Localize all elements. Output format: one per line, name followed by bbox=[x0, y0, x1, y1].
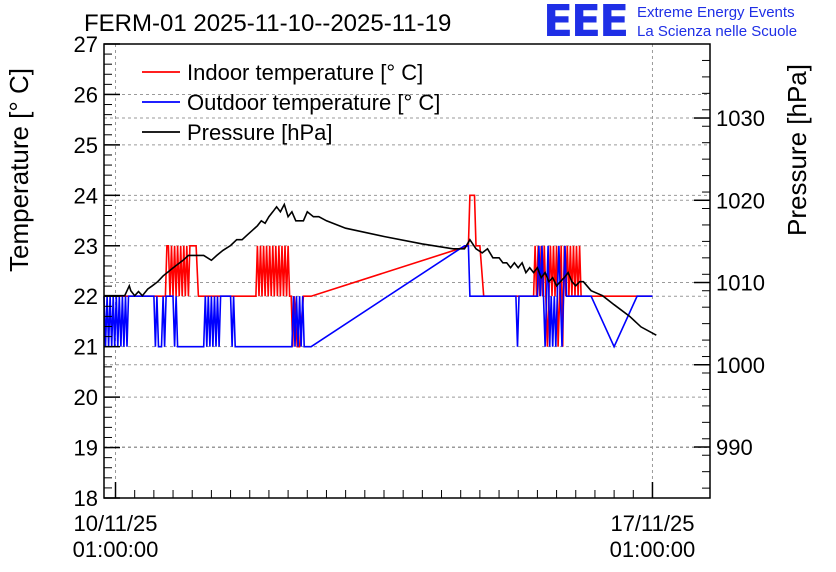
y-axis-label-pressure: Pressure [hPa] bbox=[782, 64, 812, 236]
y2-tick-label: 1020 bbox=[716, 188, 765, 213]
plot-frame bbox=[103, 43, 711, 499]
legend: Indoor temperature [° C] Outdoor temperat… bbox=[142, 60, 440, 145]
y-tick-label: 20 bbox=[74, 385, 98, 410]
series-line-pressure bbox=[104, 202, 657, 336]
x-tick-label-time: 01:00:00 bbox=[610, 537, 696, 562]
y-tick-label: 22 bbox=[74, 284, 98, 309]
y-tick-label: 19 bbox=[74, 436, 98, 461]
x-tick-label-date: 17/11/25 bbox=[610, 511, 694, 536]
y-tick-label: 23 bbox=[74, 234, 98, 259]
y2-tick-label: 1030 bbox=[716, 106, 765, 131]
y2-tick-label: 1000 bbox=[716, 353, 765, 378]
y-tick-label: 21 bbox=[74, 335, 98, 360]
logo-text-line-1: Extreme Energy Events bbox=[637, 4, 795, 21]
y-tick-label: 26 bbox=[74, 82, 98, 107]
eee-logo: EEE bbox=[543, 0, 629, 47]
series-line-indoor bbox=[104, 194, 653, 348]
y-axis-label-temperature: Temperature [° C] bbox=[4, 67, 34, 272]
y-tick-label: 24 bbox=[74, 183, 98, 208]
logo-text-line-2: La Scienza nelle Scuole bbox=[637, 23, 798, 40]
y2-tick-label: 990 bbox=[716, 435, 753, 460]
legend-entry: Outdoor temperature [° C] bbox=[187, 90, 440, 115]
axes: 18 19 20 21 22 23 24 25 26 27 990 1000 1010 1020 1030 1… bbox=[73, 32, 765, 562]
y-tick-label: 27 bbox=[74, 32, 98, 57]
legend-entry: Indoor temperature [° C] bbox=[187, 60, 423, 85]
y2-tick-label: 1010 bbox=[716, 271, 765, 296]
x-tick-label-time: 01:00:00 bbox=[73, 537, 159, 562]
x-tick-label-date: 10/11/25 bbox=[73, 511, 157, 536]
chart-title: FERM-01 2025-11-10--2025-11-19 bbox=[84, 10, 452, 37]
y-tick-label: 25 bbox=[74, 133, 98, 158]
y-tick-label: 18 bbox=[74, 486, 98, 511]
plot-series bbox=[103, 194, 657, 349]
legend-entry: Pressure [hPa] bbox=[187, 120, 333, 145]
